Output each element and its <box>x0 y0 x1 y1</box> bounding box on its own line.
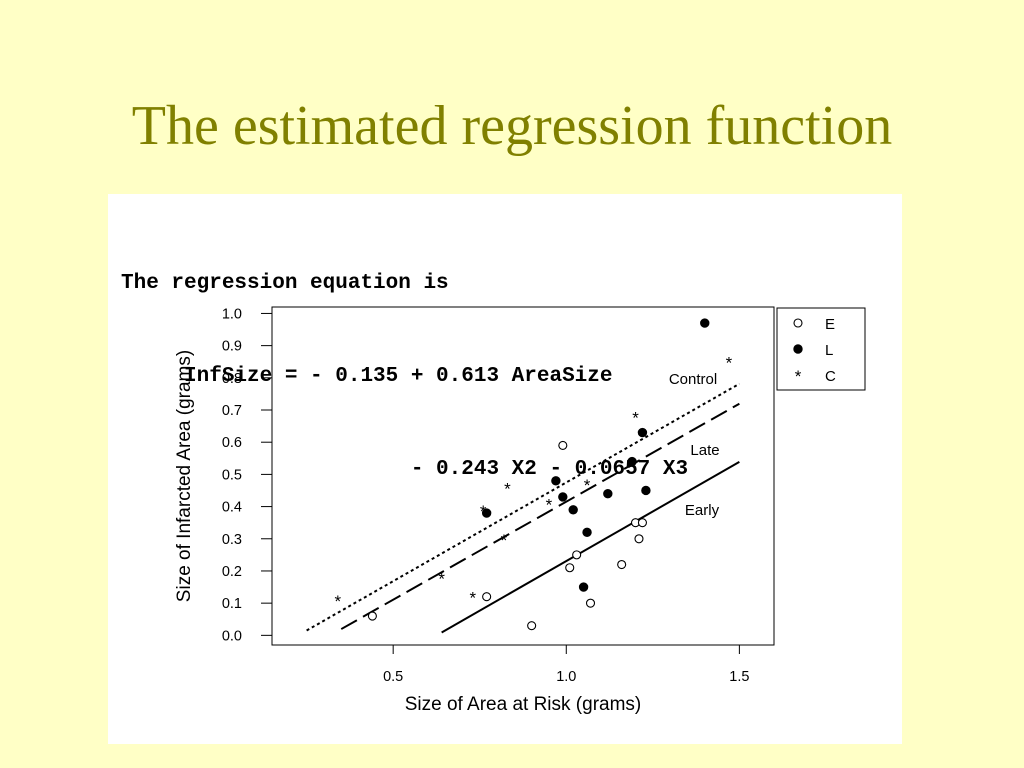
regression-line-label: Control <box>669 371 717 388</box>
data-point-c: * <box>501 531 508 550</box>
y-tick-label: 0.2 <box>222 564 242 580</box>
regression-line-early <box>441 461 740 634</box>
data-point-l <box>641 485 651 496</box>
data-point-l <box>700 318 710 328</box>
data-point-c: * <box>504 479 511 498</box>
y-axis-label: Size of Infarcted Area (grams) <box>174 350 195 602</box>
y-tick-label: 0.4 <box>222 500 242 516</box>
slide-title: The estimated regression function <box>131 95 893 157</box>
legend-label: L <box>825 342 833 359</box>
data-point-l <box>558 492 568 502</box>
figure-panel <box>108 194 902 744</box>
y-tick-label: 0.3 <box>222 532 242 548</box>
legend-box <box>776 307 866 391</box>
regression-line-label: Late <box>690 442 719 459</box>
y-tick-label: 0.7 <box>222 403 242 419</box>
data-point-e <box>585 598 596 608</box>
equation-line: - 0.243 X2 - 0.0657 X3 <box>121 458 689 481</box>
data-point-l <box>627 456 637 467</box>
regression-line-late <box>340 402 740 630</box>
x-tick-label: 0.5 <box>383 669 403 685</box>
data-point-l <box>578 582 589 592</box>
data-point-e <box>634 534 644 544</box>
y-tick-label: 0.8 <box>222 371 242 387</box>
data-point-l <box>568 505 578 515</box>
data-point-c: * <box>546 495 553 514</box>
y-tick-label: 0.9 <box>222 339 242 355</box>
x-axis-label: Size of Area at Risk (grams) <box>405 694 642 715</box>
legend-marker-l <box>793 344 803 354</box>
data-point-e <box>572 550 582 560</box>
y-tick-label: 0.1 <box>222 596 242 612</box>
y-tick-label: 1.0 <box>222 306 242 322</box>
data-point-c: * <box>726 354 733 373</box>
data-point-c: * <box>480 502 487 521</box>
data-point-e <box>558 440 568 450</box>
regression-equation: The regression equation is InfSize = - 0… <box>121 206 688 516</box>
data-point-c: * <box>438 569 445 588</box>
x-tick-label: 1.5 <box>729 669 749 685</box>
data-point-e <box>367 611 377 621</box>
data-point-e <box>482 592 492 602</box>
legend-label: E <box>825 316 835 333</box>
y-tick-label: 0.6 <box>222 435 242 451</box>
legend-marker-c: * <box>795 367 802 386</box>
regression-line-control <box>306 382 740 632</box>
equation-line: InfSize = - 0.135 + 0.613 AreaSize <box>121 365 613 388</box>
legend-label: C <box>825 368 836 385</box>
data-point-c: * <box>632 408 639 427</box>
y-tick-label: 0.5 <box>222 467 242 483</box>
x-tick-label: 1.0 <box>556 669 576 685</box>
data-point-l <box>551 476 561 486</box>
plot-frame <box>271 306 775 646</box>
data-point-c: * <box>584 476 591 495</box>
y-tick-label: 0.0 <box>222 628 242 644</box>
data-point-e <box>527 621 537 631</box>
data-point-l <box>637 427 648 438</box>
legend-marker-e <box>793 318 803 328</box>
data-point-l <box>603 489 613 499</box>
data-point-c: * <box>469 589 476 608</box>
data-point-e <box>565 563 575 573</box>
regression-line-label: Early <box>685 502 720 519</box>
data-point-l <box>481 508 492 518</box>
equation-line: The regression equation is <box>121 272 449 295</box>
data-point-e <box>617 559 627 570</box>
data-point-c: * <box>334 592 341 611</box>
data-point-e <box>637 518 647 528</box>
data-point-l <box>582 527 592 538</box>
